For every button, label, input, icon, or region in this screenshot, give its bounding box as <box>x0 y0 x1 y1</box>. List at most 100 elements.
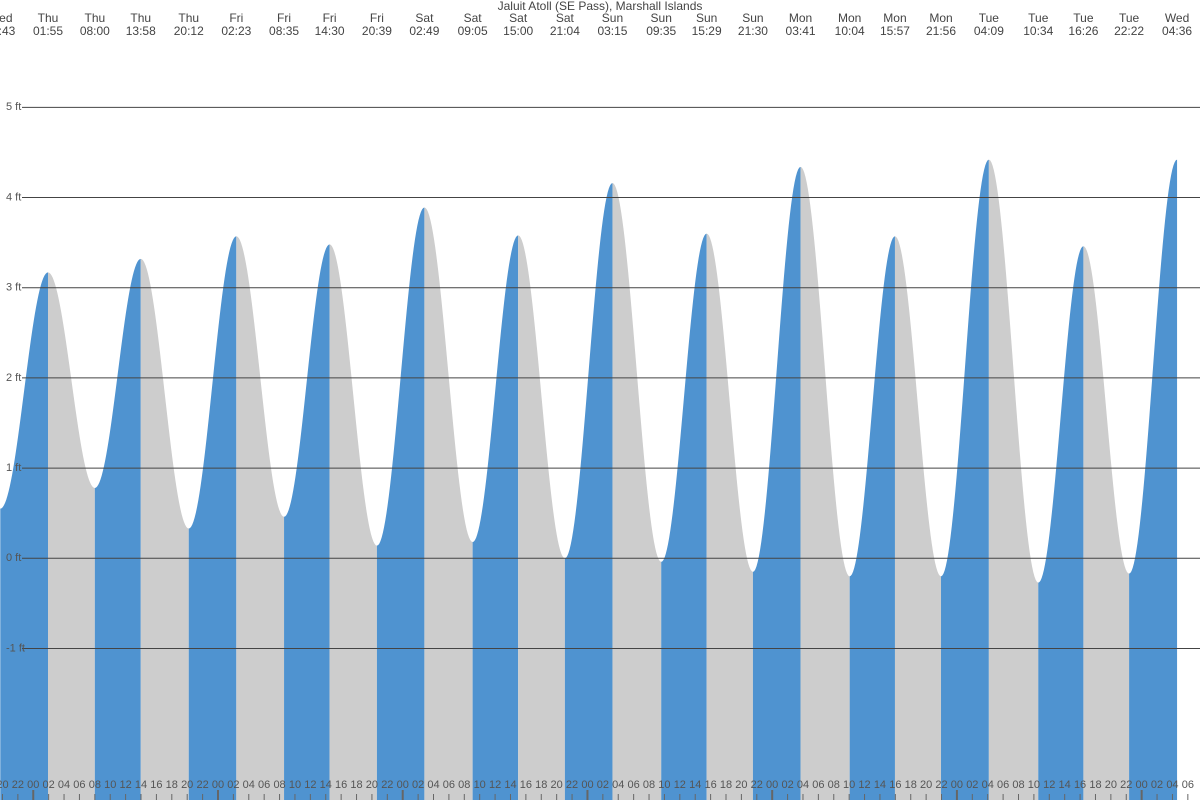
day-label: Sun <box>696 11 717 25</box>
x-tick-label: 02 <box>43 779 55 791</box>
x-tick-label: 22 <box>381 779 393 791</box>
rising-area <box>661 233 707 800</box>
x-tick-label: 20 <box>551 779 563 791</box>
y-tick-label: 4 ft <box>6 191 21 203</box>
x-tick-label: 04 <box>1166 779 1178 791</box>
falling-area <box>329 244 377 800</box>
time-label: 19:43 <box>0 24 16 38</box>
x-tick-label: 22 <box>566 779 578 791</box>
x-tick-label: 00 <box>951 779 963 791</box>
x-tick-label: 06 <box>73 779 85 791</box>
x-tick-label: 20 <box>1105 779 1117 791</box>
day-label: Wed <box>0 11 13 25</box>
x-tick-label: 00 <box>581 779 593 791</box>
falling-area <box>706 233 753 800</box>
x-tick-label: 22 <box>935 779 947 791</box>
falling-area <box>612 183 662 800</box>
x-tick-label: 08 <box>89 779 101 791</box>
day-label: Thu <box>178 11 199 25</box>
time-label: 02:23 <box>221 24 251 38</box>
day-label: Tue <box>1073 11 1094 25</box>
time-label: 21:30 <box>738 24 768 38</box>
day-label: Thu <box>38 11 59 25</box>
x-tick-label: 08 <box>1012 779 1024 791</box>
rising-area <box>849 236 895 800</box>
time-label: 15:00 <box>503 24 533 38</box>
day-label: Mon <box>929 11 952 25</box>
x-tick-label: 16 <box>335 779 347 791</box>
day-label: Tue <box>1028 11 1049 25</box>
day-label: Tue <box>979 11 1000 25</box>
rising-area <box>941 159 989 800</box>
x-tick-label: 10 <box>1028 779 1040 791</box>
x-tick-label: 00 <box>1136 779 1148 791</box>
falling-area <box>424 207 473 800</box>
x-tick-label: 12 <box>489 779 501 791</box>
time-label: 21:56 <box>926 24 956 38</box>
rising-area <box>284 244 330 800</box>
day-label: Thu <box>130 11 151 25</box>
day-label: Fri <box>229 11 243 25</box>
time-label: 20:39 <box>362 24 392 38</box>
x-tick-label: 06 <box>443 779 455 791</box>
x-tick-label: 02 <box>597 779 609 791</box>
falling-area <box>1083 246 1130 800</box>
x-tick-label: 18 <box>905 779 917 791</box>
x-tick-label: 02 <box>227 779 239 791</box>
x-tick-label: 12 <box>1043 779 1055 791</box>
x-tick-label: 16 <box>150 779 162 791</box>
falling-area <box>236 236 285 800</box>
x-tick-label: 12 <box>858 779 870 791</box>
day-label: Fri <box>277 11 291 25</box>
x-tick-label: 20 <box>181 779 193 791</box>
x-tick-label: 04 <box>612 779 624 791</box>
x-tick-label: 10 <box>843 779 855 791</box>
x-tick-label: 18 <box>1089 779 1101 791</box>
x-tick-label: 08 <box>458 779 470 791</box>
day-label: Sat <box>415 11 434 25</box>
x-tick-label: 08 <box>643 779 655 791</box>
rising-area <box>376 207 425 800</box>
x-tick-label: 16 <box>1074 779 1086 791</box>
day-label: Sat <box>509 11 528 25</box>
chart-title: Jaluit Atoll (SE Pass), Marshall Islands <box>498 0 703 13</box>
rising-area <box>752 166 801 800</box>
falling-area <box>140 258 189 800</box>
x-tick-label: 04 <box>427 779 439 791</box>
time-label: 15:29 <box>692 24 722 38</box>
x-tick-label: 06 <box>997 779 1009 791</box>
x-tick-label: 12 <box>674 779 686 791</box>
x-tick-label: 14 <box>689 779 701 791</box>
x-tick-label: 16 <box>889 779 901 791</box>
day-label: Sun <box>742 11 763 25</box>
time-label: 09:05 <box>458 24 488 38</box>
x-tick-label: 12 <box>304 779 316 791</box>
x-tick-label: 22 <box>196 779 208 791</box>
x-tick-label: 14 <box>135 779 147 791</box>
rising-area <box>0 272 49 800</box>
x-tick-label: 22 <box>1120 779 1132 791</box>
x-tick-label: 04 <box>243 779 255 791</box>
rising-area <box>472 235 519 800</box>
x-tick-label: 22 <box>751 779 763 791</box>
time-label: 01:55 <box>33 24 63 38</box>
time-label: 10:04 <box>835 24 865 38</box>
day-label: Mon <box>789 11 812 25</box>
x-tick-label: 06 <box>1182 779 1194 791</box>
falling-area <box>48 272 95 800</box>
x-tick-label: 06 <box>258 779 270 791</box>
time-label: 10:34 <box>1023 24 1053 38</box>
y-tick-label: 1 ft <box>6 462 21 474</box>
x-tick-label: 16 <box>520 779 532 791</box>
x-tick-label: 08 <box>273 779 285 791</box>
x-tick-label: 14 <box>1059 779 1071 791</box>
time-label: 04:36 <box>1162 24 1192 38</box>
x-tick-label: 00 <box>766 779 778 791</box>
time-label: 02:49 <box>409 24 439 38</box>
x-tick-label: 14 <box>504 779 516 791</box>
y-tick-label: 5 ft <box>6 101 21 113</box>
x-tick-label: 10 <box>658 779 670 791</box>
x-tick-label: 08 <box>828 779 840 791</box>
